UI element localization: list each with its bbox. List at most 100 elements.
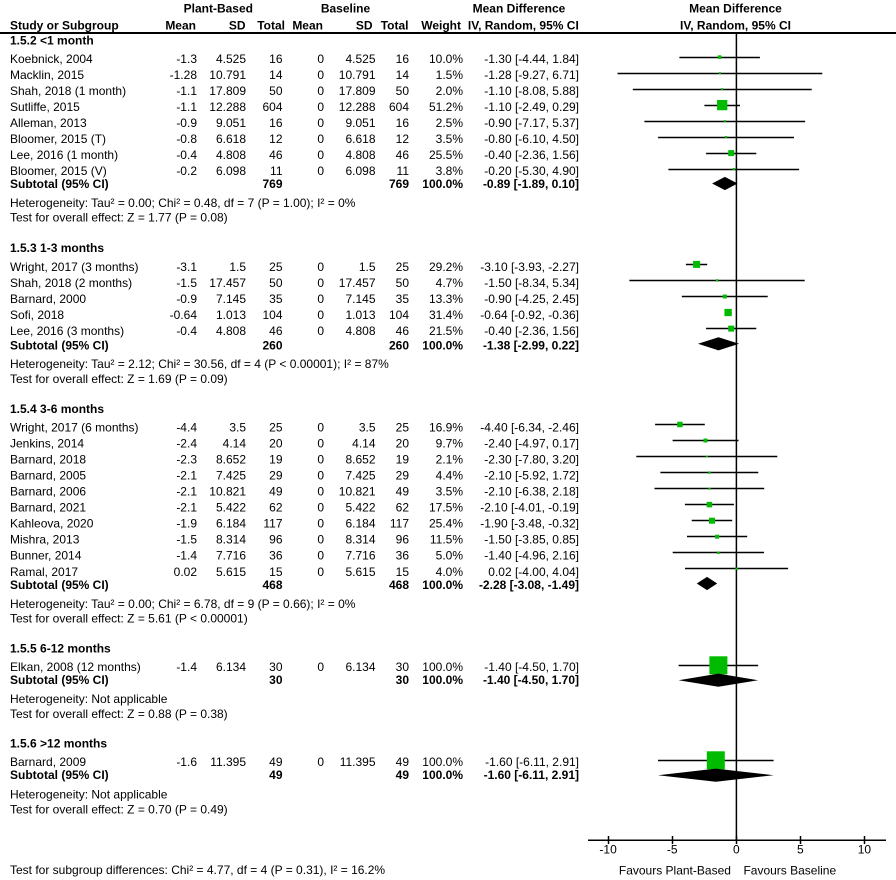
svg-text:-0.80 [-6.10, 4.50]: -0.80 [-6.10, 4.50] xyxy=(484,132,579,146)
svg-text:1.5: 1.5 xyxy=(359,260,376,274)
svg-text:30: 30 xyxy=(269,673,283,687)
svg-text:4.4%: 4.4% xyxy=(436,469,464,483)
svg-text:16: 16 xyxy=(269,116,283,130)
svg-text:-2.4: -2.4 xyxy=(176,437,197,451)
svg-text:0.02: 0.02 xyxy=(174,565,198,579)
svg-text:-1.10 [-8.08, 5.88]: -1.10 [-8.08, 5.88] xyxy=(484,84,579,98)
svg-text:14: 14 xyxy=(396,68,410,82)
svg-text:7.716: 7.716 xyxy=(345,549,375,563)
svg-text:0: 0 xyxy=(317,276,324,290)
svg-text:30: 30 xyxy=(269,660,283,674)
svg-text:96: 96 xyxy=(396,533,410,547)
svg-text:17.809: 17.809 xyxy=(339,84,376,98)
svg-text:49: 49 xyxy=(269,485,283,499)
svg-text:10.791: 10.791 xyxy=(209,68,246,82)
svg-text:25: 25 xyxy=(396,421,410,435)
svg-text:-3.1: -3.1 xyxy=(176,260,197,274)
svg-text:-2.10 [-4.01, -0.19]: -2.10 [-4.01, -0.19] xyxy=(480,501,579,515)
svg-text:100.0%: 100.0% xyxy=(422,177,463,191)
svg-text:15: 15 xyxy=(269,565,283,579)
svg-text:-0.20 [-5.30, 4.90]: -0.20 [-5.30, 4.90] xyxy=(484,164,579,178)
svg-text:51.2%: 51.2% xyxy=(429,100,463,114)
svg-text:Heterogeneity: Tau² = 2.12; Ch: Heterogeneity: Tau² = 2.12; Chi² = 30.56… xyxy=(10,357,389,371)
svg-text:-1.30 [-4.44, 1.84]: -1.30 [-4.44, 1.84] xyxy=(484,52,579,66)
svg-text:Wright, 2017 (6 months): Wright, 2017 (6 months) xyxy=(10,421,139,435)
svg-text:8.314: 8.314 xyxy=(216,533,246,547)
svg-text:Favours Plant-Based: Favours Plant-Based xyxy=(619,864,731,878)
svg-text:1.013: 1.013 xyxy=(216,308,246,322)
svg-text:-3.10 [-3.93, -2.27]: -3.10 [-3.93, -2.27] xyxy=(480,260,579,274)
svg-text:50: 50 xyxy=(269,84,283,98)
svg-text:-10: -10 xyxy=(599,843,617,857)
svg-text:Test for overall effect: Z = 0: Test for overall effect: Z = 0.70 (P = 0… xyxy=(10,803,228,817)
svg-text:12: 12 xyxy=(269,132,283,146)
svg-text:46: 46 xyxy=(396,148,410,162)
svg-text:-1.38 [-2.99, 0.22]: -1.38 [-2.99, 0.22] xyxy=(483,338,579,352)
svg-text:-0.90 [-4.25, 2.45]: -0.90 [-4.25, 2.45] xyxy=(484,292,579,306)
svg-text:Jenkins, 2014: Jenkins, 2014 xyxy=(10,437,84,451)
svg-text:SD: SD xyxy=(356,19,373,33)
svg-text:-0.9: -0.9 xyxy=(176,116,197,130)
svg-text:Total: Total xyxy=(257,19,285,33)
svg-text:96: 96 xyxy=(269,533,283,547)
svg-text:-2.1: -2.1 xyxy=(176,485,197,499)
svg-text:-2.1: -2.1 xyxy=(176,469,197,483)
svg-text:Subtotal (95% CI): Subtotal (95% CI) xyxy=(10,768,109,782)
svg-text:3.5%: 3.5% xyxy=(436,132,464,146)
svg-text:0: 0 xyxy=(317,100,324,114)
svg-text:Test for subgroup differences:: Test for subgroup differences: Chi² = 4.… xyxy=(10,863,385,877)
svg-text:4.525: 4.525 xyxy=(345,52,375,66)
svg-text:Barnard, 2006: Barnard, 2006 xyxy=(10,485,86,499)
svg-text:25: 25 xyxy=(269,421,283,435)
svg-text:9.051: 9.051 xyxy=(345,116,375,130)
svg-text:-1.40 [-4.50, 1.70]: -1.40 [-4.50, 1.70] xyxy=(483,673,579,687)
svg-text:604: 604 xyxy=(389,100,409,114)
svg-text:-2.40 [-4.97, 0.17]: -2.40 [-4.97, 0.17] xyxy=(484,437,579,451)
svg-text:-0.4: -0.4 xyxy=(176,324,197,338)
svg-text:6.184: 6.184 xyxy=(345,517,375,531)
svg-text:15: 15 xyxy=(396,565,410,579)
svg-text:6.618: 6.618 xyxy=(345,132,375,146)
svg-text:-0.4: -0.4 xyxy=(176,148,197,162)
svg-text:5.615: 5.615 xyxy=(216,565,246,579)
svg-text:7.425: 7.425 xyxy=(345,469,375,483)
svg-text:260: 260 xyxy=(389,338,409,352)
svg-text:Koebnick, 2004: Koebnick, 2004 xyxy=(10,52,93,66)
svg-text:0: 0 xyxy=(317,132,324,146)
svg-text:50: 50 xyxy=(396,84,410,98)
svg-text:19: 19 xyxy=(269,453,283,467)
svg-text:0: 0 xyxy=(317,292,324,306)
svg-text:-2.10 [-6.38, 2.18]: -2.10 [-6.38, 2.18] xyxy=(484,485,579,499)
svg-text:10.791: 10.791 xyxy=(339,68,376,82)
svg-text:25.4%: 25.4% xyxy=(429,517,463,531)
svg-text:29: 29 xyxy=(269,469,283,483)
svg-text:Subtotal (95% CI): Subtotal (95% CI) xyxy=(10,177,109,191)
svg-text:20: 20 xyxy=(269,437,283,451)
svg-text:1.5.5 6-12 months: 1.5.5 6-12 months xyxy=(10,642,111,656)
svg-text:-0.2: -0.2 xyxy=(176,164,197,178)
svg-text:1.5.3 1-3 months: 1.5.3 1-3 months xyxy=(10,241,104,255)
svg-text:0: 0 xyxy=(317,260,324,274)
svg-text:Sofi, 2018: Sofi, 2018 xyxy=(10,308,64,322)
svg-text:7.716: 7.716 xyxy=(216,549,246,563)
svg-text:2.1%: 2.1% xyxy=(436,453,464,467)
svg-text:Barnard, 2018: Barnard, 2018 xyxy=(10,453,86,467)
svg-text:0: 0 xyxy=(317,469,324,483)
svg-text:4.7%: 4.7% xyxy=(436,276,464,290)
svg-text:-0.64: -0.64 xyxy=(170,308,198,322)
svg-text:-1.1: -1.1 xyxy=(176,100,197,114)
svg-text:Favours Baseline: Favours Baseline xyxy=(743,864,836,878)
svg-text:46: 46 xyxy=(269,324,283,338)
svg-text:-1.1: -1.1 xyxy=(176,84,197,98)
svg-text:Barnard, 2005: Barnard, 2005 xyxy=(10,469,86,483)
svg-text:Shah, 2018 (2 months): Shah, 2018 (2 months) xyxy=(10,276,132,290)
svg-text:104: 104 xyxy=(262,308,282,322)
svg-text:1.5%: 1.5% xyxy=(436,68,464,82)
svg-text:6.098: 6.098 xyxy=(216,164,246,178)
svg-text:-1.40 [-4.50, 1.70]: -1.40 [-4.50, 1.70] xyxy=(484,660,579,674)
svg-text:Macklin, 2015: Macklin, 2015 xyxy=(10,68,84,82)
svg-text:19: 19 xyxy=(396,453,410,467)
svg-text:35: 35 xyxy=(269,292,283,306)
svg-text:104: 104 xyxy=(389,308,409,322)
svg-text:11: 11 xyxy=(270,164,283,178)
